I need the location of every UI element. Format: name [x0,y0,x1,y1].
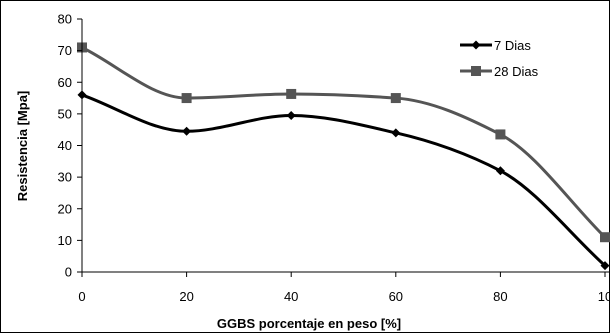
legend-marker [471,40,481,50]
y-tick-label: 40 [58,138,72,153]
legend-label: 7 Dias [494,38,531,53]
y-tick-label: 30 [58,170,72,185]
data-point-7-dias [182,126,192,136]
x-tick-label: 40 [284,289,298,304]
data-point-7-dias [600,261,610,271]
y-tick-label: 20 [58,201,72,216]
legend-item-28-dias: 28 Dias [460,64,539,79]
data-point-7-dias [286,110,296,120]
series-line-28-dias [81,46,607,239]
y-tick-label: 0 [65,265,72,280]
x-axis-title: GGBS porcentaje en peso [%] [217,316,401,331]
data-point-7-dias [391,128,401,138]
legend-marker [471,66,481,76]
data-point-28-dias [600,232,610,243]
y-tick-label: 70 [58,43,72,58]
data-point-28-dias [495,129,506,140]
y-tick-label: 60 [58,75,72,90]
x-tick-label: 20 [179,289,193,304]
legend: 7 Dias 28 Dias [460,38,539,79]
x-tick-label: 60 [389,289,403,304]
ticks-layer: 0 10 20 30 40 50 60 70 80 0 20 40 60 80 10 [58,12,610,305]
legend-label: 28 Dias [494,64,539,79]
x-tick-label: 80 [493,289,507,304]
y-tick-label: 10 [58,233,72,248]
data-point-28-dias [286,88,297,99]
y-tick-label: 50 [58,106,72,121]
series-7-dias [77,90,610,271]
series-line-7-dias [81,93,607,267]
y-tick-label: 80 [58,12,72,27]
data-point-28-dias [181,93,192,104]
x-tick-label: 0 [78,289,85,304]
y-axis-title: Resistencia [Mpa] [15,91,30,202]
legend-item-7-dias: 7 Dias [460,38,531,53]
data-point-28-dias [390,93,401,104]
data-point-7-dias [495,166,505,176]
x-tick-label: 10 [598,289,610,304]
